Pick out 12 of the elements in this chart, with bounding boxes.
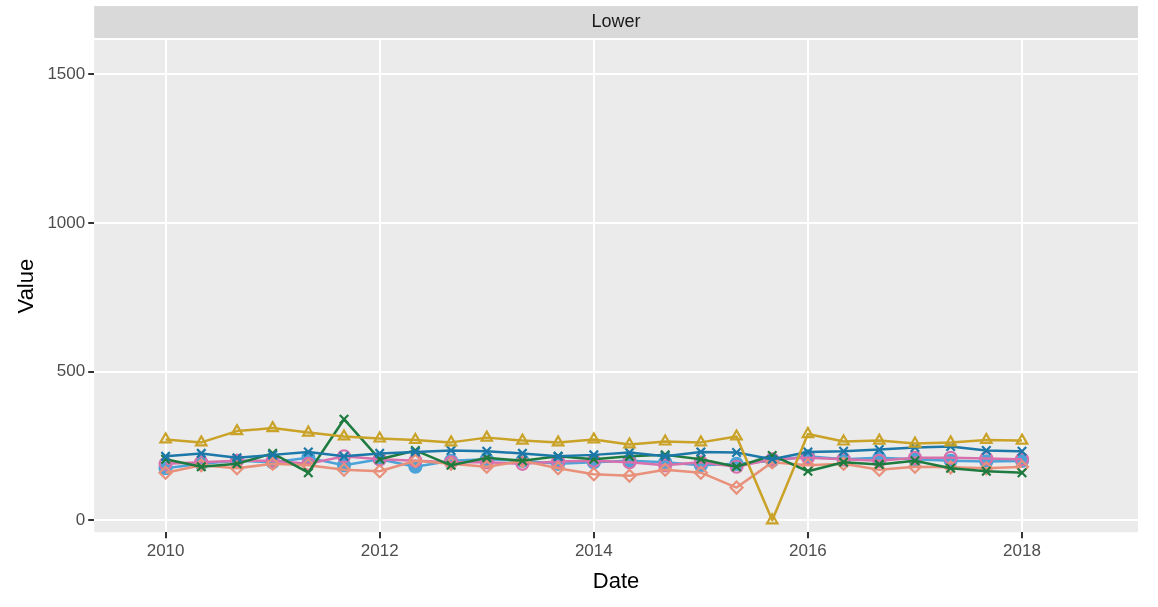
x-tick-label: 2012 bbox=[360, 541, 399, 561]
x-tick-label: 2014 bbox=[574, 541, 613, 561]
y-tick-label: 500 bbox=[56, 361, 86, 381]
y-tick-label: 0 bbox=[75, 509, 86, 529]
x-tick-label: 2010 bbox=[146, 541, 185, 561]
y-tick-label: 1000 bbox=[47, 212, 86, 232]
y-tick-label: 1500 bbox=[47, 63, 86, 83]
x-tick-label: 2018 bbox=[1003, 541, 1041, 561]
x-axis-title: Date bbox=[592, 567, 640, 593]
x-tick-label: 2016 bbox=[789, 541, 827, 561]
chart-title: Lower bbox=[591, 10, 641, 31]
y-axis-title: Value bbox=[13, 258, 39, 314]
